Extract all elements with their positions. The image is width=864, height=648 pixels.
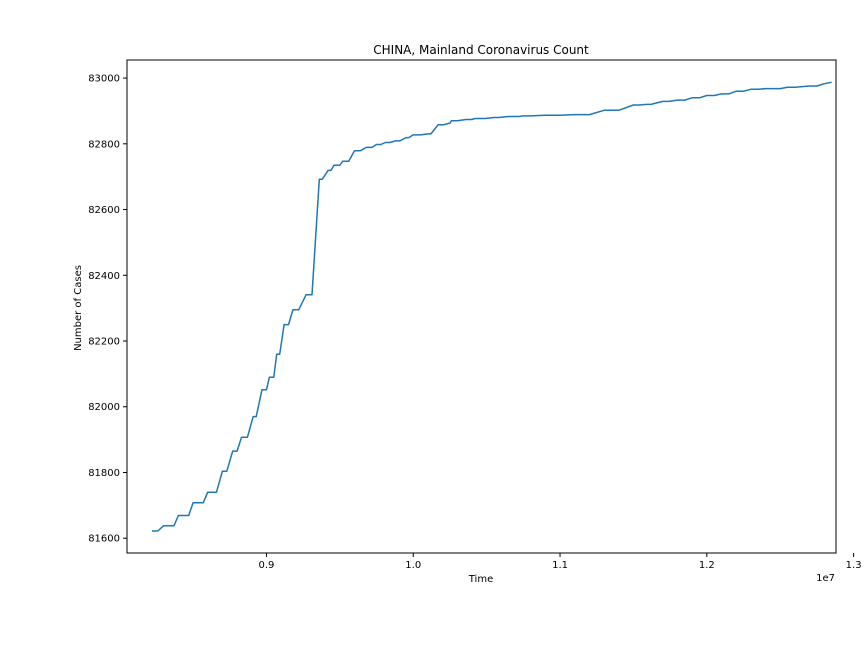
x-tick-label: 0.9 [258, 560, 274, 571]
axes: 0.9 1.0 1.1 1.2 1.3 81600 81800 82000 82200 82400… [88, 59, 862, 571]
series-line-0 [152, 81, 832, 532]
plot-frame [126, 59, 837, 554]
chart-title: CHINA, Mainland Coronavirus Count [373, 43, 589, 57]
y-tick-label: 81800 [88, 468, 120, 479]
y-tick-label: 82800 [88, 139, 120, 150]
plot-area [152, 81, 832, 532]
x-tick-label: 1.0 [405, 560, 421, 571]
y-tick-label: 81600 [88, 534, 120, 545]
y-tick-label: 82200 [88, 337, 120, 348]
x-axis-offset-label: 1e7 [816, 573, 835, 584]
x-tick-label: 1.2 [699, 560, 715, 571]
y-tick-label: 82600 [88, 205, 120, 216]
x-axis-label: Time [468, 574, 493, 585]
y-tick-label: 82000 [88, 402, 120, 413]
y-tick-label: 83000 [88, 74, 120, 85]
y-tick-label: 82400 [88, 271, 120, 282]
y-axis-label: Number of Cases [73, 265, 84, 351]
x-tick-label: 1.3 [846, 560, 862, 571]
x-tick-label: 1.1 [552, 560, 568, 571]
